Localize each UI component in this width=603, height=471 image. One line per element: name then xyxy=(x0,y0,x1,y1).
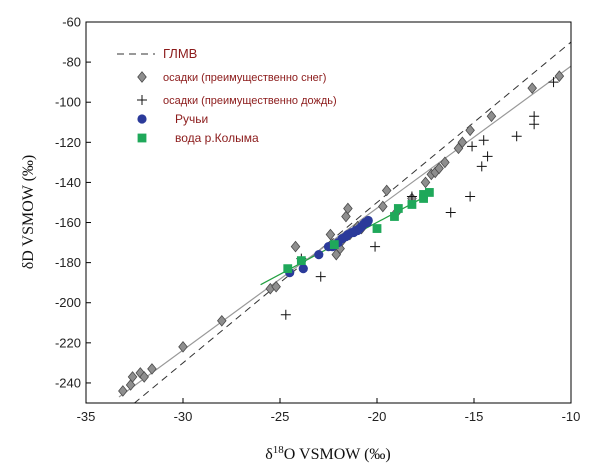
snow-point xyxy=(271,280,281,293)
snow-point xyxy=(440,156,450,169)
y-tick-label: -220 xyxy=(55,335,81,350)
snow-point xyxy=(381,184,392,197)
plot-frame xyxy=(85,21,572,404)
kolyma-point xyxy=(372,224,382,233)
rain-point xyxy=(445,207,456,218)
legend-label: вода р.Колыма xyxy=(175,131,259,145)
kolyma-point xyxy=(329,240,339,249)
snow-point xyxy=(378,200,388,213)
y-tick-label: -180 xyxy=(55,255,81,270)
snow-point xyxy=(434,162,444,175)
x-tick-label: -35 xyxy=(77,409,96,424)
kolyma-point xyxy=(283,264,293,274)
stream-point xyxy=(363,215,373,226)
rain-point xyxy=(478,135,489,146)
snow-point xyxy=(465,124,475,137)
y-tick-label: -120 xyxy=(55,135,81,150)
snow-point xyxy=(486,110,497,123)
rain-point xyxy=(280,309,291,320)
x-tick-label: -10 xyxy=(562,409,581,424)
rain-point xyxy=(529,111,540,122)
y-tick-label: -200 xyxy=(55,295,81,310)
y-tick-label: -100 xyxy=(55,95,81,110)
stream-point xyxy=(314,250,324,260)
x-axis-label: δ18O VSMOW (‰) xyxy=(265,444,391,463)
snow-point xyxy=(341,210,351,223)
stream-point xyxy=(298,264,308,274)
y-tick-label: -160 xyxy=(55,215,81,230)
snow-point xyxy=(178,341,188,353)
kolyma-point xyxy=(424,188,434,197)
snow-point xyxy=(343,202,353,215)
snow-point xyxy=(139,371,149,383)
rain-point xyxy=(370,241,381,252)
line-ГЛМВ xyxy=(133,41,571,403)
snow-point xyxy=(118,385,128,397)
rain-point xyxy=(476,161,487,172)
kolyma-point xyxy=(407,200,417,209)
snow-point xyxy=(325,228,336,241)
legend-plus-marker xyxy=(137,95,147,105)
legend-circle-marker xyxy=(137,114,147,124)
snow-point xyxy=(147,363,157,375)
x-tick-label: -25 xyxy=(271,409,290,424)
snow-point xyxy=(217,314,227,327)
rain-point xyxy=(465,191,476,202)
x-tick-label: -20 xyxy=(368,409,387,424)
x-tick-label: -15 xyxy=(465,409,484,424)
legend-label: Ручьи xyxy=(175,112,208,126)
rain-point xyxy=(548,77,559,88)
snow-point xyxy=(554,70,565,82)
rain-point xyxy=(315,271,326,282)
y-tick-label: -80 xyxy=(62,55,81,70)
legend-label: ГЛМВ xyxy=(163,46,197,61)
y-tick-label: -140 xyxy=(55,175,81,190)
snow-point xyxy=(290,240,301,253)
y-axis-label: δD VSMOW (‰) xyxy=(20,155,37,270)
snow-point xyxy=(457,136,468,149)
rain-point xyxy=(467,141,478,152)
y-tick-label: -60 xyxy=(62,15,81,30)
snow-point xyxy=(127,371,138,383)
kolyma-point xyxy=(296,256,306,266)
kolyma-point xyxy=(419,190,428,199)
y-tick-label: -240 xyxy=(55,375,81,390)
rain-point xyxy=(406,191,417,202)
legend-square-marker xyxy=(137,133,147,143)
rain-point xyxy=(482,151,493,162)
snow-point xyxy=(420,176,431,189)
snow-point xyxy=(527,82,537,95)
x-tick-label: -30 xyxy=(174,409,193,424)
kolyma-point xyxy=(393,204,403,213)
kolyma-point xyxy=(390,212,399,221)
legend-diamond-marker xyxy=(137,71,147,83)
legend-label: осадки (преимущественно дождь) xyxy=(163,95,337,107)
rain-point xyxy=(511,131,522,142)
legend-label: осадки (преимущественно снег) xyxy=(163,72,326,84)
